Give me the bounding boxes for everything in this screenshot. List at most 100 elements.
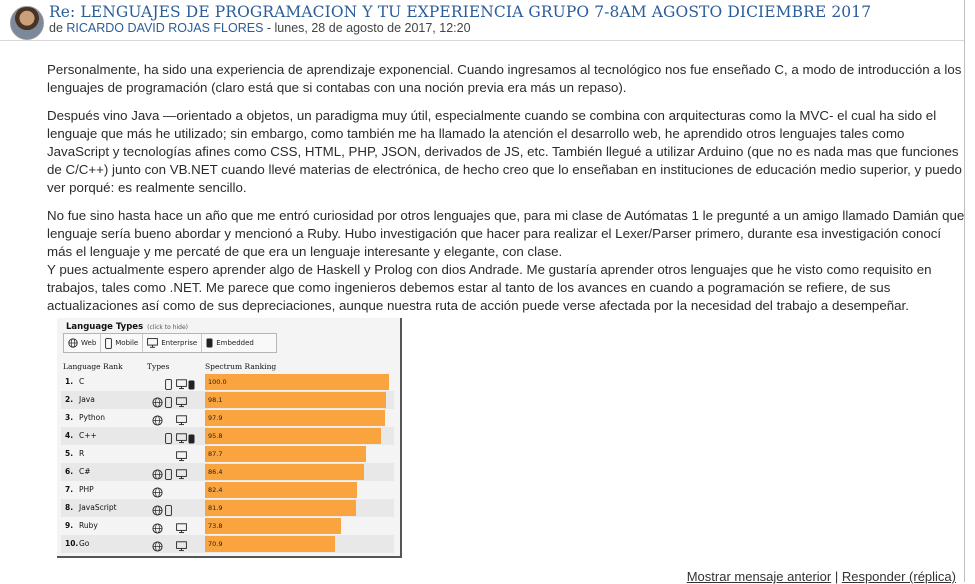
language-name: Java	[79, 395, 95, 404]
show-previous-link[interactable]: Mostrar mensaje anterior	[686, 569, 832, 584]
ranking-row: 9. Ruby 73.8	[61, 517, 394, 535]
monitor-icon	[176, 447, 187, 466]
ranking-row: 5. R 87.7	[61, 445, 394, 463]
rank-number: 2.	[65, 395, 74, 404]
filter-enterprise[interactable]: Enterprise	[143, 334, 203, 352]
language-name: C++	[79, 431, 97, 440]
rank-number: 6.	[65, 467, 74, 476]
monitor-icon	[147, 338, 159, 348]
type-icons	[147, 465, 203, 480]
monitor-icon	[176, 429, 187, 448]
ranking-row: 8. JavaScript 81.9	[61, 499, 394, 517]
post-footer-links: Mostrar mensaje anterior | Responder (ré…	[687, 569, 956, 584]
language-name: PHP	[79, 485, 94, 494]
post-paragraph: Personalmente, ha sido una experiencia d…	[47, 62, 962, 95]
globe-icon	[152, 501, 163, 520]
language-ranking-image: Language Types (click to hide) Web Mobile…	[57, 318, 402, 558]
reply-link[interactable]: Responder (réplica)	[841, 569, 956, 584]
type-icons	[147, 537, 203, 552]
ranking-row: 2. Java 98.1	[61, 391, 394, 409]
column-header-types: Types	[147, 362, 170, 371]
rank-number: 7.	[65, 485, 74, 494]
post-content: Personalmente, ha sido una experiencia d…	[47, 61, 965, 325]
figure-title: Language Types (click to hide)	[66, 322, 188, 332]
rank-number: 5.	[65, 449, 74, 458]
ranking-value: 81.9	[208, 504, 223, 512]
rank-number: 4.	[65, 431, 74, 440]
ranking-value: 97.9	[208, 414, 223, 422]
post-date: - lunes, 28 de agosto de 2017, 12:20	[263, 21, 471, 35]
mobile-icon	[105, 337, 113, 349]
ranking-row: 6. C# 86.4	[61, 463, 394, 481]
author-avatar[interactable]	[10, 6, 44, 40]
type-icons	[147, 393, 203, 408]
rank-number: 10.	[65, 539, 79, 548]
filter-label: Mobile	[115, 339, 139, 347]
language-name: C#	[79, 467, 91, 476]
ranking-value: 82.4	[208, 486, 223, 494]
globe-icon	[152, 465, 163, 484]
post-paragraph: Después vino Java —orientado a objetos, …	[47, 108, 962, 195]
chip-icon	[188, 429, 195, 448]
type-icons	[147, 483, 203, 498]
language-name: JavaScript	[79, 503, 117, 512]
ranking-bar	[205, 392, 386, 408]
figure-hint[interactable]: (click to hide)	[147, 324, 189, 331]
filter-embedded[interactable]: Embedded	[202, 334, 258, 352]
ranking-bar	[205, 536, 336, 552]
language-name: Go	[79, 539, 90, 548]
figure-title-text: Language Types	[66, 322, 144, 332]
author-link[interactable]: RICARDO DAVID ROJAS FLORES	[66, 21, 264, 35]
rank-number: 1.	[65, 377, 74, 386]
ranking-value: 86.4	[208, 468, 223, 476]
ranking-bar	[205, 482, 357, 498]
monitor-icon	[176, 465, 187, 484]
post-title: Re: LENGUAJES DE PROGRAMACION Y TU EXPER…	[49, 3, 872, 21]
column-header-rank: Language Rank	[63, 362, 123, 371]
rank-number: 3.	[65, 413, 74, 422]
filter-label: Web	[81, 339, 97, 347]
language-name: R	[79, 449, 85, 458]
type-filter-bar: Web Mobile Enterprise Embedded	[63, 333, 277, 353]
mobile-icon	[165, 429, 172, 448]
monitor-icon	[176, 537, 187, 556]
globe-icon	[152, 519, 163, 538]
type-icons	[147, 429, 203, 444]
ranking-bar	[205, 374, 389, 390]
byline-prefix: de	[49, 21, 67, 35]
ranking-bar	[205, 500, 356, 516]
filter-label: Enterprise	[161, 339, 198, 347]
chip-icon	[206, 338, 213, 348]
ranking-value: 95.8	[208, 432, 223, 440]
monitor-icon	[176, 375, 187, 394]
ranking-value: 98.1	[208, 396, 223, 404]
mobile-icon	[165, 465, 172, 484]
ranking-bar	[205, 446, 367, 462]
filter-web[interactable]: Web	[64, 334, 102, 352]
rank-number: 9.	[65, 521, 74, 530]
footer-separator: |	[831, 569, 842, 584]
globe-icon	[152, 483, 163, 502]
language-name: C	[79, 377, 85, 386]
monitor-icon	[176, 393, 187, 412]
type-icons	[147, 501, 203, 516]
mobile-icon	[165, 501, 172, 520]
post-paragraph: No fue sino hasta hace un año que me ent…	[47, 208, 965, 259]
globe-icon	[152, 537, 163, 556]
ranking-value: 87.7	[208, 450, 223, 458]
ranking-bar	[205, 428, 382, 444]
ranking-value: 73.8	[208, 522, 223, 530]
globe-icon	[68, 338, 78, 348]
filter-label: Embedded	[216, 339, 254, 347]
ranking-bar	[205, 410, 386, 426]
filter-mobile[interactable]: Mobile	[101, 334, 144, 352]
mobile-icon	[165, 375, 172, 394]
mobile-icon	[165, 393, 172, 412]
chip-icon	[188, 375, 195, 394]
ranking-row: 3. Python 97.9	[61, 409, 394, 427]
ranking-value: 70.9	[208, 540, 223, 548]
type-icons	[147, 447, 203, 462]
ranking-bar	[205, 518, 341, 534]
column-header-spectrum: Spectrum Ranking	[205, 362, 277, 371]
